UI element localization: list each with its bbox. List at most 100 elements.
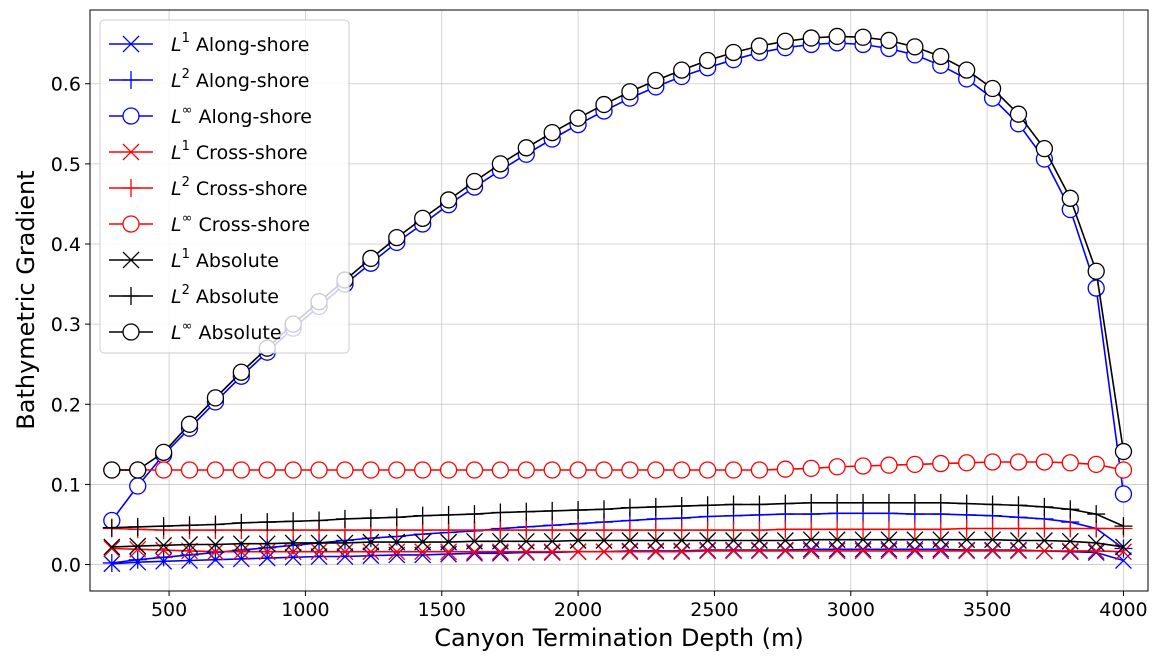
data-point-marker: [232, 535, 250, 553]
data-point-marker: [724, 43, 743, 62]
legend-label: L∞ Cross-shore: [171, 211, 310, 236]
legend-entry: L1 Cross-shore: [109, 139, 308, 164]
data-point-marker: [155, 536, 173, 554]
data-point-marker: [336, 534, 354, 552]
data-point-marker: [1087, 534, 1105, 552]
data-point-marker: [206, 461, 225, 479]
data-point-marker: [698, 461, 717, 479]
data-point-marker: [1087, 262, 1105, 280]
legend-entry: L∞ Absolute: [109, 319, 282, 344]
series-absolute-linf: [103, 27, 1133, 479]
data-point-marker: [1087, 544, 1105, 561]
data-point-marker: [854, 520, 873, 539]
data-point-marker: [310, 543, 328, 561]
legend-norm-letter: L: [171, 142, 182, 164]
data-point-marker: [621, 461, 639, 479]
data-point-marker: [984, 531, 1002, 549]
data-point-marker: [595, 500, 614, 519]
data-point-marker: [1009, 519, 1028, 538]
data-point-marker: [1087, 455, 1105, 474]
data-point-marker: [258, 549, 276, 567]
data-point-marker: [958, 531, 976, 549]
y-tick-label: 0.0: [51, 555, 81, 577]
data-point-marker: [672, 497, 691, 516]
data-point-marker: [129, 540, 147, 558]
data-point-marker: [232, 363, 250, 381]
data-point-marker: [699, 532, 717, 549]
data-point-marker: [1114, 539, 1133, 558]
data-point-marker: [439, 191, 458, 209]
series-line: [111, 512, 1124, 564]
data-point-marker: [1061, 454, 1079, 472]
legend-series-name: Cross-shore: [190, 142, 308, 164]
data-point-marker: [128, 550, 147, 569]
data-point-marker: [983, 519, 1002, 538]
legend-norm-letter: L: [171, 106, 182, 128]
data-point-marker: [802, 531, 820, 549]
data-point-marker: [1009, 105, 1028, 123]
data-point-marker: [102, 553, 121, 572]
legend-norm-letter: L: [171, 322, 182, 344]
data-point-marker: [828, 520, 847, 539]
data-point-marker: [750, 532, 768, 549]
legend-norm-superscript: 2: [182, 67, 190, 82]
data-point-marker: [880, 531, 898, 549]
data-point-marker: [362, 533, 380, 551]
data-point-marker: [361, 509, 380, 528]
data-point-marker: [1114, 517, 1133, 536]
data-point-marker: [776, 460, 794, 478]
data-point-marker: [388, 546, 406, 564]
legend-series-name: Cross-shore: [192, 214, 310, 236]
plot-frame: [89, 9, 1149, 592]
data-point-marker: [828, 531, 846, 549]
legend-marker: [122, 287, 140, 305]
x-tick-label: 3000: [827, 599, 875, 621]
data-point-marker: [1087, 279, 1105, 297]
legend-entry: L∞ Cross-shore: [109, 211, 310, 236]
data-point-marker: [1061, 532, 1079, 550]
data-point-marker: [232, 513, 251, 532]
data-point-marker: [802, 520, 821, 539]
data-point-marker: [958, 454, 976, 472]
data-point-marker: [1061, 519, 1080, 538]
data-point-marker: [802, 540, 820, 558]
data-point-marker: [206, 543, 224, 561]
legend-norm-letter: L: [171, 250, 182, 272]
data-point-marker: [388, 543, 406, 561]
data-point-marker: [465, 505, 484, 524]
series-cross-shore-linf: [103, 453, 1133, 479]
data-point-marker: [103, 538, 121, 556]
data-point-marker: [802, 29, 820, 47]
data-point-marker: [206, 389, 225, 407]
legend-label: L∞ Absolute: [171, 319, 282, 344]
data-point-marker: [181, 536, 198, 553]
data-point-marker: [595, 95, 613, 114]
x-tick-label: 2500: [690, 599, 738, 621]
data-point-marker: [1087, 542, 1105, 560]
data-point-marker: [1009, 496, 1028, 515]
legend-norm-superscript: 1: [182, 31, 190, 46]
data-point-marker: [1115, 538, 1132, 556]
legend-norm-letter: L: [171, 178, 182, 200]
data-point-marker: [750, 495, 769, 514]
x-tick-label: 4000: [1099, 599, 1147, 621]
data-point-marker: [724, 495, 743, 514]
legend-marker: [122, 143, 140, 161]
data-point-marker: [854, 531, 872, 549]
data-point-marker: [543, 521, 562, 540]
data-point-marker: [413, 506, 432, 525]
data-point-marker: [440, 543, 458, 561]
legend-series-name: Absolute: [192, 322, 281, 344]
data-point-marker: [284, 534, 302, 552]
legend-norm-letter: L: [171, 286, 182, 308]
y-tick-label: 0.1: [51, 474, 81, 496]
data-point-marker: [776, 532, 794, 549]
data-point-marker: [258, 538, 277, 557]
data-point-marker: [750, 461, 769, 479]
data-point-marker: [1035, 532, 1053, 549]
data-point-marker: [232, 461, 250, 479]
data-point-marker: [414, 209, 432, 228]
data-point-marker: [1114, 485, 1133, 503]
data-point-marker: [776, 520, 795, 539]
